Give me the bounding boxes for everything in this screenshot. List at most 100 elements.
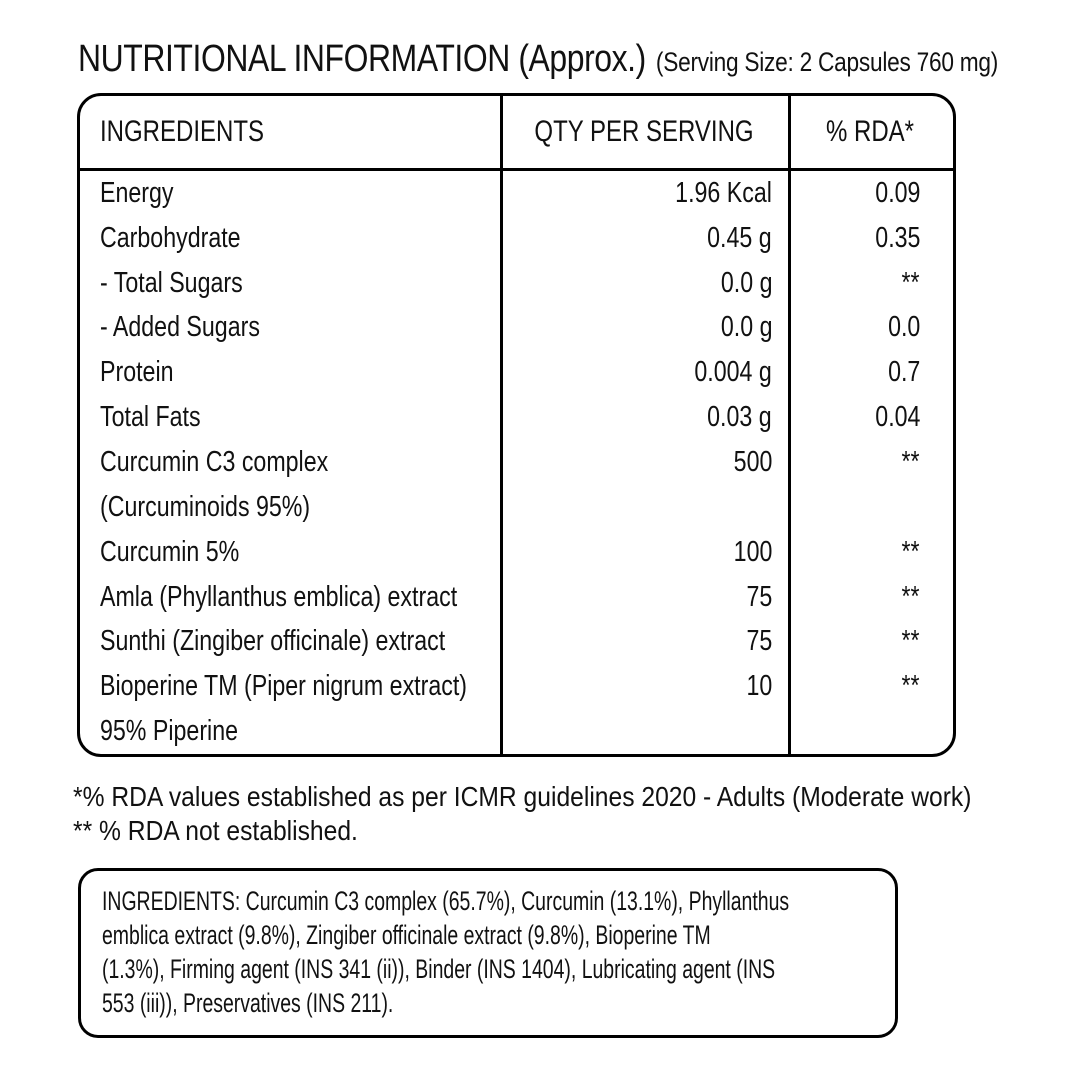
rda-cell: 0.35 bbox=[788, 216, 953, 261]
ingredient-name-cell: Total Fats bbox=[80, 395, 500, 440]
rda-value: 0.35 bbox=[874, 221, 920, 254]
table-row: Bioperine TM (Piper nigrum extract) 10 *… bbox=[80, 664, 953, 709]
title-main: NUTRITIONAL INFORMATION (Approx.) bbox=[78, 38, 646, 80]
qty-value: 100 bbox=[733, 535, 772, 568]
ingredient-name: - Added Sugars bbox=[100, 311, 260, 344]
qty-cell: 100 bbox=[500, 530, 788, 575]
rda-cell: 0.7 bbox=[788, 350, 953, 395]
ingredients-text-line: emblica extract (9.8%), Zingiber officin… bbox=[102, 920, 711, 950]
ingredient-name: Total Fats bbox=[100, 401, 201, 434]
rda-cell: 0.09 bbox=[788, 171, 953, 216]
ingredient-name-cell: Protein bbox=[80, 350, 500, 395]
footnote-rda-established: *% RDA values established as per ICMR gu… bbox=[73, 781, 972, 812]
qty-value: 75 bbox=[746, 580, 772, 613]
ingredient-name: Curcumin C3 complex bbox=[100, 445, 329, 478]
rda-cell: 0.04 bbox=[788, 395, 953, 440]
rda-value: ** bbox=[901, 625, 920, 658]
ingredient-name: Protein bbox=[100, 356, 174, 389]
page-title: NUTRITIONAL INFORMATION (Approx.) (Servi… bbox=[78, 38, 998, 81]
table-row: Protein 0.004 g 0.7 bbox=[80, 350, 953, 395]
rda-cell: ** bbox=[788, 575, 953, 620]
column-divider-1 bbox=[500, 96, 503, 754]
ingredient-name: Amla (Phyllanthus emblica) extract bbox=[100, 580, 458, 613]
table-row: - Total Sugars 0.0 g ** bbox=[80, 261, 953, 306]
qty-cell: 0.004 g bbox=[500, 350, 788, 395]
ingredient-name: 95% Piperine bbox=[100, 715, 238, 748]
ingredient-name-cell: - Added Sugars bbox=[80, 306, 500, 351]
ingredient-name-cell: - Total Sugars bbox=[80, 261, 500, 306]
table-row: Energy 1.96 Kcal 0.09 bbox=[80, 171, 953, 216]
qty-value: 0.03 g bbox=[707, 401, 772, 434]
qty-cell: 500 bbox=[500, 440, 788, 485]
rda-value: 0.09 bbox=[874, 176, 920, 209]
ingredient-name-cell: (Curcuminoids 95%) bbox=[80, 485, 500, 530]
ingredient-name: Carbohydrate bbox=[100, 221, 241, 254]
ingredient-name: Bioperine TM (Piper nigrum extract) bbox=[100, 670, 468, 703]
ingredient-name: - Total Sugars bbox=[100, 266, 243, 299]
table-header-row: INGREDIENTS QTY PER SERVING % RDA* bbox=[80, 96, 953, 171]
header-qty-per-serving: QTY PER SERVING bbox=[534, 115, 754, 148]
ingredient-name: Curcumin 5% bbox=[100, 535, 240, 568]
ingredient-name: (Curcuminoids 95%) bbox=[100, 490, 311, 523]
table-row-continuation: 95% Piperine bbox=[80, 709, 953, 754]
rda-value: ** bbox=[901, 670, 920, 703]
qty-value: 500 bbox=[733, 445, 772, 478]
table-row: Sunthi (Zingiber officinale) extract 75 … bbox=[80, 619, 953, 664]
rda-cell: 0.0 bbox=[788, 306, 953, 351]
footnotes: *% RDA values established as per ICMR gu… bbox=[73, 780, 971, 848]
header-ingredients: INGREDIENTS bbox=[100, 115, 265, 148]
column-divider-2 bbox=[788, 96, 791, 754]
qty-cell: 75 bbox=[500, 619, 788, 664]
qty-cell: 1.96 Kcal bbox=[500, 171, 788, 216]
qty-value: 75 bbox=[746, 625, 772, 658]
rda-cell: ** bbox=[788, 619, 953, 664]
rda-cell: ** bbox=[788, 261, 953, 306]
table-row: Curcumin C3 complex 500 ** bbox=[80, 440, 953, 485]
nutrition-table: INGREDIENTS QTY PER SERVING % RDA* Energ… bbox=[77, 93, 956, 757]
rda-value: ** bbox=[901, 535, 920, 568]
ingredient-name-cell: Sunthi (Zingiber officinale) extract bbox=[80, 619, 500, 664]
qty-value: 0.45 g bbox=[707, 221, 772, 254]
ingredient-name-cell: Bioperine TM (Piper nigrum extract) bbox=[80, 664, 500, 709]
rda-value: 0.04 bbox=[874, 401, 920, 434]
qty-cell: 0.03 g bbox=[500, 395, 788, 440]
ingredient-name-cell: Curcumin 5% bbox=[80, 530, 500, 575]
title-serving-size: (Serving Size: 2 Capsules 760 mg) bbox=[655, 47, 999, 77]
rda-cell: ** bbox=[788, 530, 953, 575]
qty-cell: 75 bbox=[500, 575, 788, 620]
qty-cell: 0.0 g bbox=[500, 306, 788, 351]
rda-cell: ** bbox=[788, 440, 953, 485]
table-row: Curcumin 5% 100 ** bbox=[80, 530, 953, 575]
qty-value: 10 bbox=[746, 670, 772, 703]
rda-value: ** bbox=[901, 266, 920, 299]
qty-cell bbox=[500, 485, 788, 530]
rda-value: 0.7 bbox=[887, 356, 920, 389]
rda-value: ** bbox=[901, 445, 920, 478]
ingredient-name-cell: 95% Piperine bbox=[80, 709, 500, 754]
ingredient-name: Energy bbox=[100, 176, 174, 209]
ingredients-box: INGREDIENTS: Curcumin C3 complex (65.7%)… bbox=[78, 868, 898, 1038]
rda-cell bbox=[788, 485, 953, 530]
rda-value: 0.0 bbox=[887, 311, 920, 344]
table-body: Energy 1.96 Kcal 0.09 Carbohydrate 0.45 … bbox=[80, 171, 953, 754]
rda-value: ** bbox=[901, 580, 920, 613]
ingredient-name-cell: Carbohydrate bbox=[80, 216, 500, 261]
ingredient-name-cell: Amla (Phyllanthus emblica) extract bbox=[80, 575, 500, 620]
header-rda: % RDA* bbox=[826, 115, 915, 148]
ingredient-name-cell: Energy bbox=[80, 171, 500, 216]
qty-cell: 0.0 g bbox=[500, 261, 788, 306]
qty-cell: 10 bbox=[500, 664, 788, 709]
qty-value: 1.96 Kcal bbox=[675, 176, 772, 209]
table-row: Amla (Phyllanthus emblica) extract 75 ** bbox=[80, 575, 953, 620]
ingredients-text-line: (1.3%), Firming agent (INS 341 (ii)), Bi… bbox=[102, 954, 776, 984]
table-row: Carbohydrate 0.45 g 0.35 bbox=[80, 216, 953, 261]
qty-value: 0.004 g bbox=[694, 356, 772, 389]
table-row: Total Fats 0.03 g 0.04 bbox=[80, 395, 953, 440]
rda-cell bbox=[788, 709, 953, 754]
table-row-continuation: (Curcuminoids 95%) bbox=[80, 485, 953, 530]
ingredient-name: Sunthi (Zingiber officinale) extract bbox=[100, 625, 446, 658]
qty-cell: 0.45 g bbox=[500, 216, 788, 261]
qty-value: 0.0 g bbox=[720, 311, 772, 344]
ingredient-name-cell: Curcumin C3 complex bbox=[80, 440, 500, 485]
